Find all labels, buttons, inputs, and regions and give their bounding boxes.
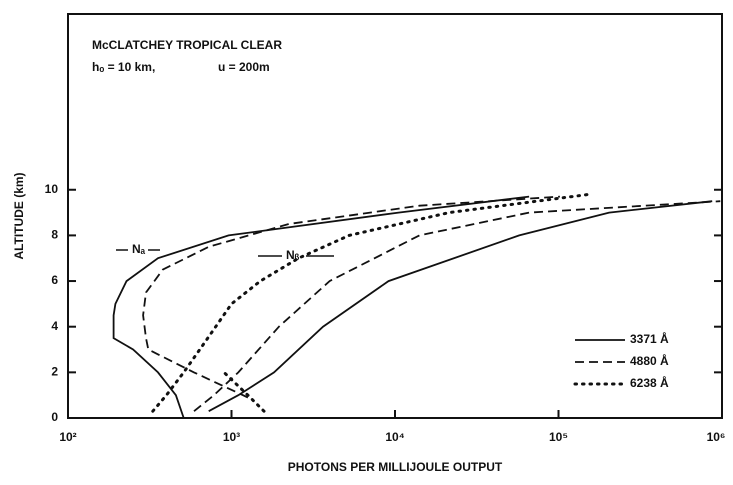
y-tick-label: 0: [51, 410, 58, 424]
x-axis-label: PHOTONS PER MILLIJOULE OUTPUT: [288, 460, 503, 474]
legend-label: 6238 Å: [630, 375, 669, 390]
plot-frame: [67, 13, 723, 419]
y-tick-label: 10: [45, 182, 59, 196]
curve: [193, 200, 721, 412]
legend-label: 4880 Å: [630, 353, 669, 368]
curve: [222, 370, 266, 413]
curve: [142, 195, 560, 399]
curve: [112, 195, 530, 419]
y-tick-label: 8: [51, 228, 58, 242]
y-tick-label: 6: [51, 273, 58, 287]
annotation: hₒ = 10 km,: [92, 60, 155, 74]
annotation: Nₐ: [132, 242, 146, 256]
annotation: Nᵦ: [286, 248, 300, 262]
y-axis-label: ALTITUDE (km): [12, 172, 26, 259]
y-tick-label: 4: [51, 319, 58, 333]
annotation: u = 200m: [218, 60, 270, 74]
x-tick-label: 10⁴: [385, 430, 404, 444]
curve: [208, 200, 713, 412]
x-tick-label: 10⁵: [549, 430, 568, 444]
x-tick-label: 10³: [223, 430, 240, 444]
curve: [151, 192, 592, 413]
annotation: McCLATCHEY TROPICAL CLEAR: [92, 38, 282, 52]
x-tick-label: 10⁶: [707, 430, 726, 444]
x-tick-label: 10²: [59, 430, 76, 444]
y-tick-label: 2: [51, 365, 58, 379]
legend-label: 3371 Å: [630, 331, 669, 346]
